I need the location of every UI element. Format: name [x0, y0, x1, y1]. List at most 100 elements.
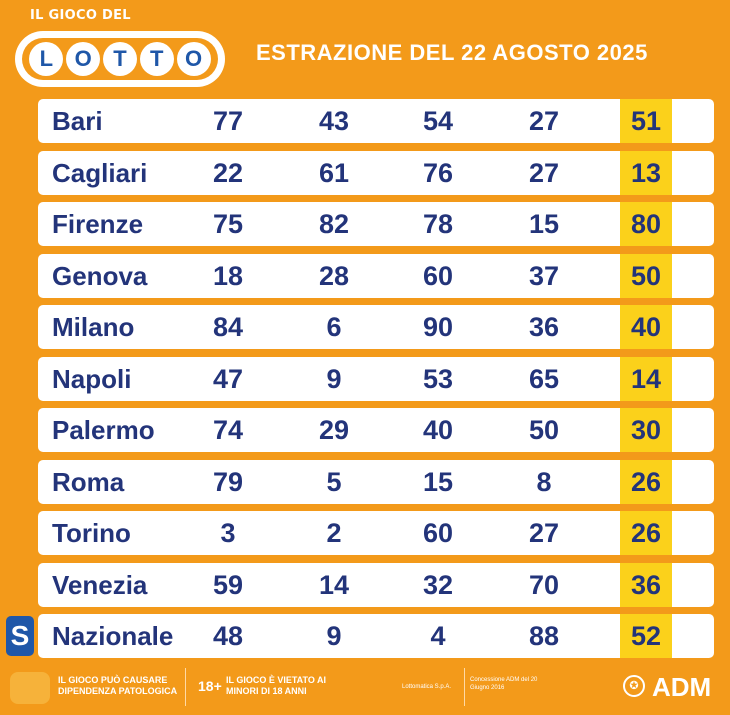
drawn-number: 2: [326, 518, 342, 548]
drawn-number: 29: [318, 415, 350, 445]
concession-text: Concessione ADM del 20 Giugno 2016: [470, 677, 538, 691]
lotto-logo: IL GIOCO DEL L O T T O: [12, 8, 222, 88]
results-row-genova: Genova 18 28 60 37 50: [38, 253, 714, 298]
drawn-number-highlight: 51: [620, 99, 672, 143]
drawn-number-highlight: 30: [620, 408, 672, 452]
drawn-number: 84: [212, 312, 244, 342]
drawn-number: 82: [318, 209, 350, 239]
drawn-number: 6: [326, 312, 342, 342]
drawn-number: 53: [422, 363, 454, 394]
footer: IL GIOCO PUÒ CAUSARE DIPENDENZA PATOLOGI…: [0, 662, 730, 715]
results-row-bari: Bari 77 43 54 27 51: [38, 99, 714, 143]
drawn-number: 22: [212, 157, 244, 188]
results-row-palermo: Palermo 74 29 40 50 30: [38, 408, 714, 452]
logo-letter: O: [66, 42, 101, 76]
age-warning: IL GIOCO È VIETATO AI MINORI DI 18 ANNI: [226, 675, 327, 696]
city-name: Cagliari: [52, 157, 148, 188]
drawn-number: 74: [212, 415, 244, 445]
drawn-number-highlight: 50: [620, 253, 672, 298]
adm-logo: ADM: [652, 672, 712, 702]
drawn-number-highlight: 80: [620, 202, 672, 246]
drawn-number: 8: [536, 466, 552, 497]
results-row-milano: Milano 84 6 90 36 40: [38, 305, 714, 349]
drawn-number: 32: [422, 569, 454, 600]
company-name: Lottomatica S.p.A.: [402, 684, 452, 690]
drawn-number-highlight: 26: [620, 511, 672, 555]
results-row-firenze: Firenze 75 82 78 15 80: [38, 202, 714, 246]
drawn-number-highlight: 14: [620, 356, 672, 401]
drawn-number: 40: [422, 415, 454, 445]
drawn-number: 18: [212, 260, 244, 291]
drawn-number: 9: [326, 363, 342, 394]
drawn-number: 60: [422, 518, 454, 548]
drawn-number: 70: [528, 569, 560, 600]
logo-subtitle: IL GIOCO DEL: [30, 8, 131, 23]
drawn-number: 15: [528, 209, 560, 239]
drawn-number-highlight: 13: [620, 150, 672, 195]
logo-letter: L: [29, 42, 64, 76]
city-name: Palermo: [52, 415, 155, 445]
drawn-number: 50: [528, 415, 560, 445]
drawn-number: 14: [318, 569, 350, 600]
drawn-number: 43: [318, 106, 350, 136]
drawn-number: 60: [422, 260, 454, 291]
drawn-number: 75: [212, 209, 244, 239]
city-name: Napoli: [52, 363, 132, 394]
city-name: Roma: [52, 466, 125, 497]
city-name: Nazionale: [52, 621, 174, 651]
drawn-number: 61: [318, 157, 350, 188]
results-row-roma: Roma 79 5 15 8 26: [38, 459, 714, 504]
city-name: Venezia: [52, 569, 148, 600]
responsible-gaming-logo-icon: [10, 672, 50, 704]
drawn-number: 15: [422, 466, 454, 497]
emblem-icon: ✪: [623, 675, 645, 697]
drawn-number: 3: [220, 518, 236, 548]
city-name: Torino: [52, 518, 131, 548]
drawn-number: 9: [326, 621, 342, 651]
superenalotto-badge-icon: S: [6, 616, 34, 656]
addiction-warning: IL GIOCO PUÒ CAUSARE DIPENDENZA PATOLOGI…: [58, 675, 178, 696]
drawn-number: 27: [528, 106, 560, 136]
drawn-number: 78: [422, 209, 454, 239]
results-row-venezia: Venezia 59 14 32 70 36: [38, 562, 714, 607]
drawn-number-highlight: 26: [620, 459, 672, 504]
drawn-number: 47: [212, 363, 244, 394]
logo-pill: L O T T O: [18, 34, 222, 84]
drawn-number: 88: [528, 621, 560, 651]
age-limit-badge: 18+: [198, 678, 222, 694]
drawn-number: 59: [212, 569, 244, 600]
drawn-number: 36: [528, 312, 560, 342]
city-name: Milano: [52, 312, 135, 342]
drawn-number: 28: [318, 260, 350, 291]
logo-letter: T: [102, 42, 137, 76]
drawn-number: 37: [528, 260, 560, 291]
results-table: Bari 77 43 54 27 51 Cagliari 22 61 76 27…: [6, 99, 714, 666]
drawn-number: 54: [422, 106, 454, 136]
drawn-number: 48: [212, 621, 244, 651]
results-row-torino: Torino 3 2 60 27 26: [38, 511, 714, 555]
drawn-number: 65: [528, 363, 560, 394]
logo-letter: T: [139, 42, 174, 76]
page-title: ESTRAZIONE DEL 22 AGOSTO 2025: [256, 40, 648, 65]
drawn-number-highlight: 40: [620, 305, 672, 349]
footer-divider: [185, 668, 186, 706]
results-row-cagliari: Cagliari 22 61 76 27 13: [38, 150, 714, 195]
drawn-number-highlight: 36: [620, 562, 672, 607]
drawn-number: 27: [528, 157, 560, 188]
drawn-number: 5: [326, 466, 342, 497]
drawn-number: 77: [212, 106, 244, 136]
city-name: Genova: [52, 260, 148, 291]
drawn-number: 27: [528, 518, 560, 548]
city-name: Firenze: [52, 209, 144, 239]
drawn-number: 4: [430, 621, 446, 651]
drawn-number: 79: [212, 466, 244, 497]
logo-letter: O: [176, 42, 211, 76]
results-row-nazionale: S Nazionale 48 9 4 88 52: [6, 614, 714, 658]
footer-divider: [464, 668, 465, 706]
results-row-napoli: Napoli 47 9 53 65 14: [38, 356, 714, 401]
drawn-number: 90: [422, 312, 454, 342]
drawn-number: 76: [422, 157, 454, 188]
city-name: Bari: [52, 106, 103, 136]
drawn-number-highlight: 52: [620, 614, 672, 658]
